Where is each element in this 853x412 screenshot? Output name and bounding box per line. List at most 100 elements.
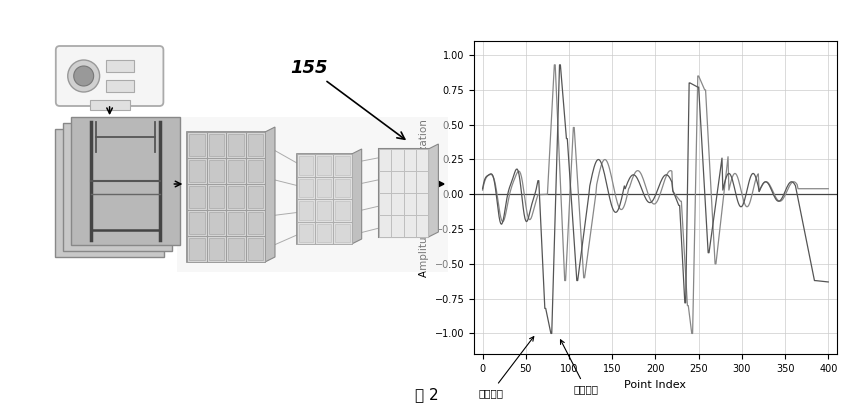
Bar — [403, 171, 415, 193]
Bar — [415, 149, 428, 171]
Bar — [247, 160, 263, 182]
Bar — [226, 158, 246, 184]
Bar — [299, 201, 313, 220]
Bar — [187, 210, 206, 236]
Bar — [189, 238, 205, 260]
Bar — [297, 154, 351, 244]
Bar — [335, 201, 350, 220]
Bar — [226, 184, 246, 210]
Bar — [189, 160, 205, 182]
Text: 预测曲线: 预测曲线 — [560, 340, 598, 394]
Bar — [333, 199, 351, 222]
Bar — [335, 156, 350, 175]
Bar — [189, 186, 205, 208]
Y-axis label: Amplitude after Normalization: Amplitude after Normalization — [419, 119, 428, 277]
Bar — [315, 199, 333, 222]
Bar — [391, 149, 403, 171]
Bar — [316, 178, 331, 197]
Text: 标准曲线: 标准曲线 — [478, 337, 533, 398]
Bar — [415, 215, 428, 237]
Bar — [90, 100, 130, 110]
Circle shape — [67, 60, 100, 92]
Bar — [299, 223, 313, 242]
Bar — [228, 186, 243, 208]
Bar — [378, 193, 391, 215]
Bar — [226, 210, 246, 236]
Bar — [335, 178, 350, 197]
Bar — [391, 215, 403, 237]
Bar — [335, 223, 350, 242]
Bar — [246, 184, 264, 210]
Bar — [299, 156, 313, 175]
Bar — [246, 236, 264, 262]
Bar — [403, 149, 415, 171]
Bar — [316, 223, 331, 242]
Bar — [228, 134, 243, 156]
Bar — [316, 156, 331, 175]
Bar — [106, 80, 133, 92]
Bar — [187, 236, 206, 262]
Bar — [378, 171, 391, 193]
Bar — [189, 134, 205, 156]
Bar — [206, 236, 226, 262]
Bar — [187, 132, 264, 262]
Bar — [208, 212, 223, 234]
Bar — [315, 222, 333, 244]
Bar — [208, 238, 223, 260]
Bar — [299, 178, 313, 197]
Bar — [206, 132, 226, 158]
Bar — [206, 184, 226, 210]
Bar — [71, 117, 180, 245]
Bar — [297, 154, 315, 176]
Bar — [226, 132, 246, 158]
Bar — [315, 176, 333, 199]
Bar — [247, 212, 263, 234]
Bar — [297, 199, 315, 222]
Bar — [247, 134, 263, 156]
Bar — [415, 193, 428, 215]
Bar — [208, 160, 223, 182]
Bar — [246, 132, 264, 158]
Bar — [315, 154, 333, 176]
Bar — [297, 176, 315, 199]
Bar — [378, 215, 391, 237]
Bar — [378, 149, 428, 237]
Polygon shape — [264, 127, 275, 262]
Bar — [208, 186, 223, 208]
Bar — [247, 186, 263, 208]
X-axis label: Point Index: Point Index — [624, 379, 686, 390]
Bar — [391, 171, 403, 193]
Text: 图 2: 图 2 — [415, 387, 438, 402]
FancyBboxPatch shape — [55, 46, 163, 106]
Text: 155: 155 — [290, 59, 404, 139]
Bar — [206, 210, 226, 236]
Bar — [246, 158, 264, 184]
Polygon shape — [428, 144, 438, 237]
Bar — [378, 149, 391, 171]
Circle shape — [73, 66, 94, 86]
Bar — [177, 117, 448, 272]
Bar — [246, 210, 264, 236]
Bar — [333, 176, 351, 199]
Bar — [187, 184, 206, 210]
Bar — [333, 222, 351, 244]
Bar — [63, 123, 172, 251]
Bar — [316, 201, 331, 220]
Bar — [403, 215, 415, 237]
Bar — [187, 158, 206, 184]
Bar — [228, 212, 243, 234]
Bar — [189, 212, 205, 234]
Bar — [228, 160, 243, 182]
Bar — [55, 129, 164, 257]
Bar — [297, 222, 315, 244]
Bar — [208, 134, 223, 156]
Bar — [206, 158, 226, 184]
Bar — [391, 193, 403, 215]
Bar — [187, 132, 206, 158]
Bar — [228, 238, 243, 260]
Polygon shape — [351, 149, 362, 244]
Bar — [415, 171, 428, 193]
Bar — [106, 60, 133, 72]
Bar — [226, 236, 246, 262]
Bar — [247, 238, 263, 260]
